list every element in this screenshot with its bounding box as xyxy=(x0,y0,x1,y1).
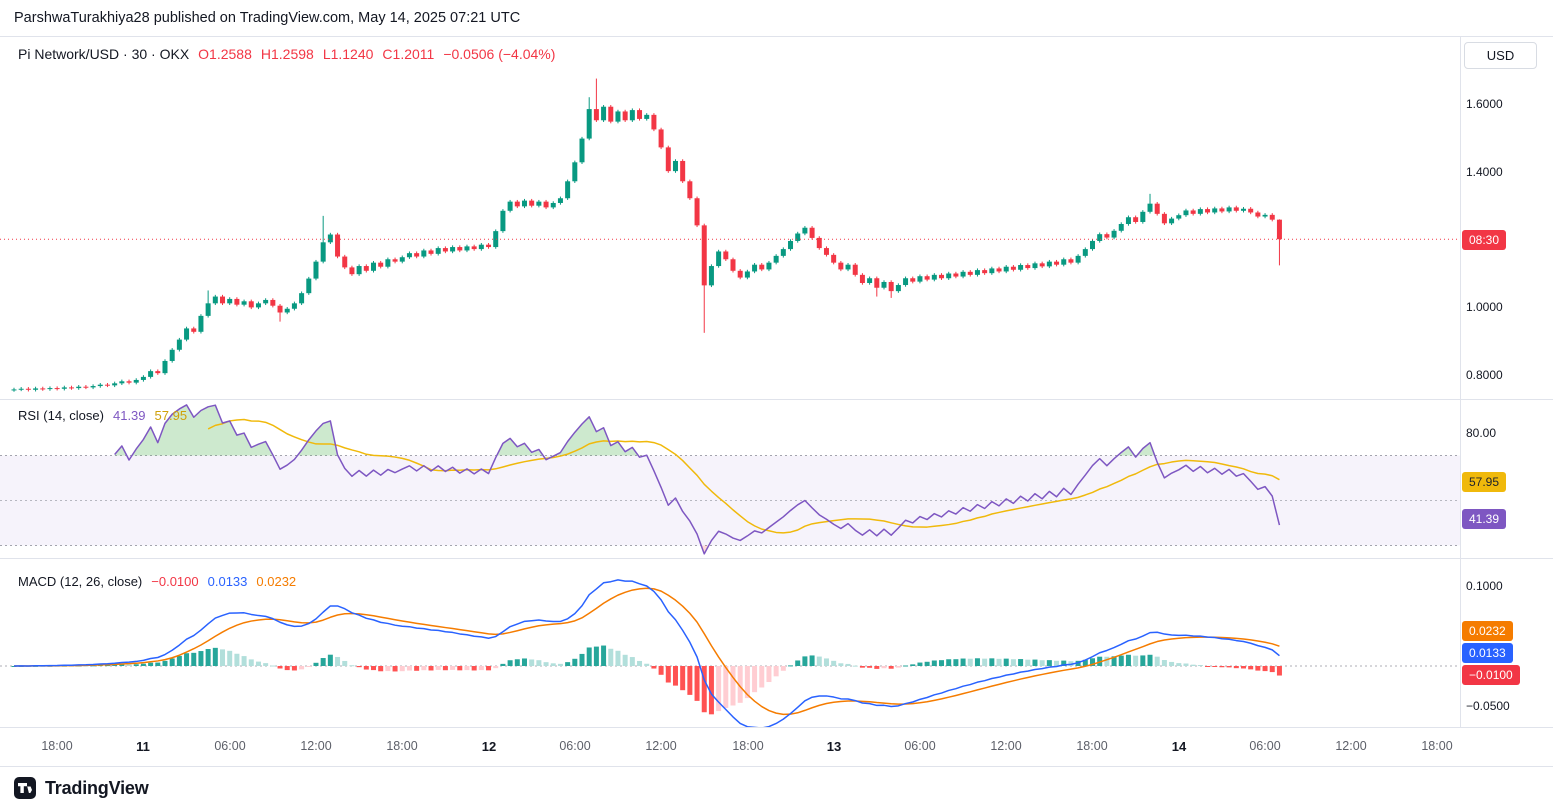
rsi-legend-title: RSI (14, close) xyxy=(18,408,104,423)
time-axis-label: 12:00 xyxy=(990,739,1022,753)
tradingview-logo-icon[interactable] xyxy=(14,777,36,799)
rsi-legend: RSI (14, close) 41.39 57.95 xyxy=(18,408,187,423)
rsi-legend-ma-value: 57.95 xyxy=(154,408,188,423)
time-axis-label: 18:00 xyxy=(41,739,73,753)
time-axis-label: 13 xyxy=(826,739,842,754)
footer-bar: TradingView xyxy=(0,766,1553,809)
ohlc-close-value: C1.2011 xyxy=(382,46,435,62)
time-axis-label: 12 xyxy=(481,739,497,754)
macd-legend-signal-value: 0.0232 xyxy=(256,574,297,589)
price-axis-label: 0.1000 xyxy=(1466,579,1503,593)
macd-legend-histogram-value: −0.0100 xyxy=(151,574,199,589)
time-axis-label: 12:00 xyxy=(1335,739,1367,753)
time-axis-label: 06:00 xyxy=(1249,739,1281,753)
time-axis-label: 18:00 xyxy=(1076,739,1108,753)
macd-signal-badge: 0.0232 xyxy=(1462,621,1513,641)
price-chart-canvas[interactable] xyxy=(0,36,1553,766)
macd-legend-macd-value: 0.0133 xyxy=(207,574,248,589)
time-axis-label: 12:00 xyxy=(300,739,332,753)
time-axis-label: 12:00 xyxy=(645,739,677,753)
countdown-badge: 08:30 xyxy=(1462,230,1507,250)
change-value: −0.0506 (−4.04%) xyxy=(443,46,556,62)
ohlc-open-value: O1.2588 xyxy=(198,46,252,62)
price-axis-label: 0.8000 xyxy=(1466,368,1503,382)
price-axis-label: 1.6000 xyxy=(1466,97,1503,111)
rsi-ma-value-badge: 57.95 xyxy=(1462,472,1507,492)
attribution-bar: ParshwaTurakhiya28 published on TradingV… xyxy=(0,0,1553,36)
symbol-legend: Pi Network/USD · 30 · OKX O1.2588 H1.259… xyxy=(18,46,555,62)
symbol-title: Pi Network/USD · 30 · OKX xyxy=(18,46,190,62)
time-axis-label: 06:00 xyxy=(559,739,591,753)
tradingview-brand[interactable]: TradingView xyxy=(45,777,149,798)
price-axis-label: −0.0500 xyxy=(1466,699,1510,713)
rsi-value-badge: 41.39 xyxy=(1462,509,1507,529)
price-axis-label: 1.0000 xyxy=(1466,300,1503,314)
time-axis-label: 06:00 xyxy=(904,739,936,753)
macd-histogram-badge: −0.0100 xyxy=(1462,665,1520,685)
rsi-legend-value: 41.39 xyxy=(112,408,146,423)
macd-line-badge: 0.0133 xyxy=(1462,643,1513,663)
ohlc-high-value: H1.2598 xyxy=(260,46,314,62)
time-axis-label: 18:00 xyxy=(732,739,764,753)
currency-button[interactable]: USD xyxy=(1464,42,1537,69)
time-axis-label: 18:00 xyxy=(1421,739,1453,753)
price-axis-label: 1.4000 xyxy=(1466,165,1503,179)
ohlc-low-value: L1.1240 xyxy=(322,46,374,62)
price-axis-label: 80.00 xyxy=(1466,426,1497,440)
macd-legend-title: MACD (12, 26, close) xyxy=(18,574,143,589)
macd-legend: MACD (12, 26, close) −0.0100 0.0133 0.02… xyxy=(18,574,296,589)
time-axis-label: 06:00 xyxy=(214,739,246,753)
attribution-text: ParshwaTurakhiya28 published on TradingV… xyxy=(14,10,521,26)
time-axis-label: 14 xyxy=(1171,739,1187,754)
time-axis-label: 18:00 xyxy=(386,739,418,753)
time-axis-label: 11 xyxy=(136,739,150,754)
